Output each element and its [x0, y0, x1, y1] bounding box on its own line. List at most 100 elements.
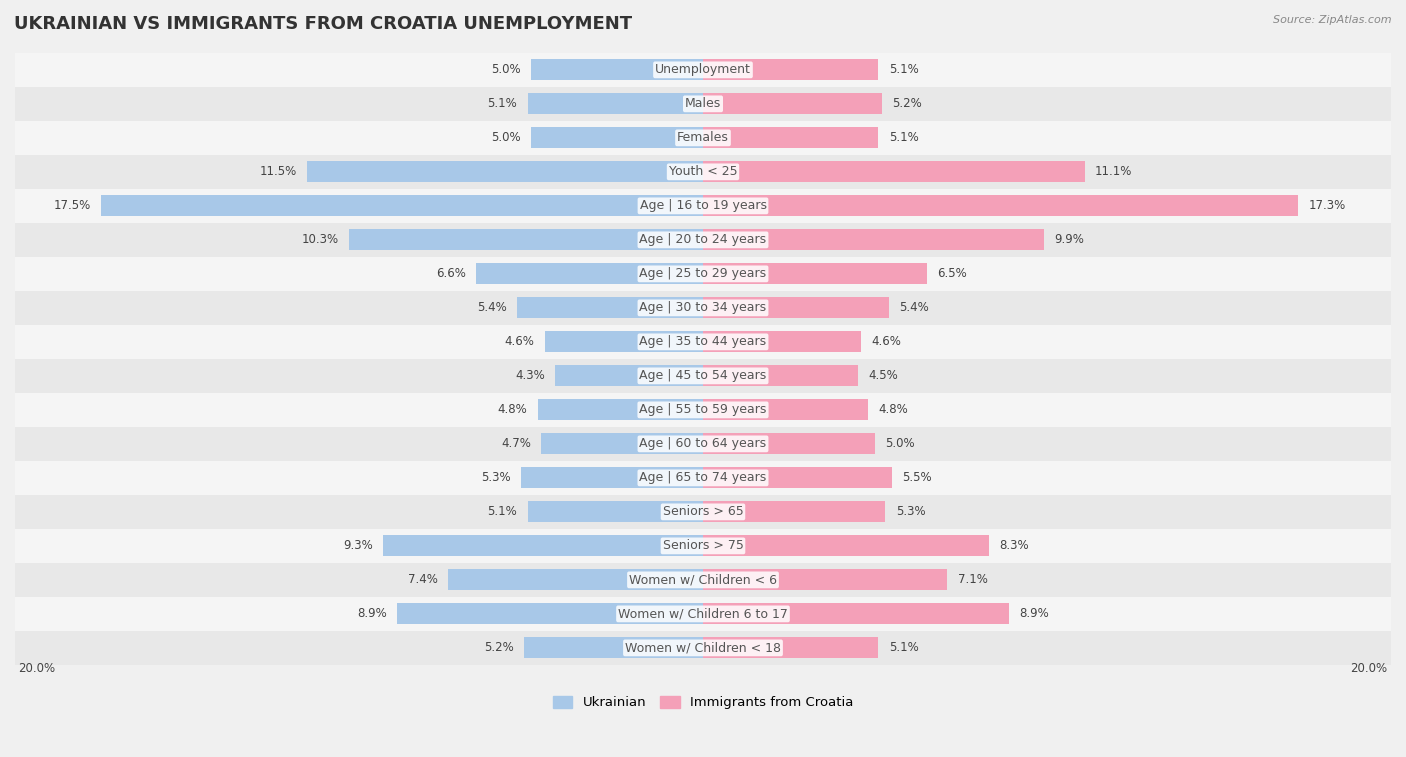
Bar — [703, 298, 889, 319]
Bar — [531, 127, 703, 148]
Text: 8.3%: 8.3% — [998, 540, 1028, 553]
Bar — [0, 121, 1406, 155]
Bar — [0, 188, 1406, 223]
Text: 4.6%: 4.6% — [505, 335, 534, 348]
Text: Seniors > 65: Seniors > 65 — [662, 506, 744, 519]
Text: Age | 55 to 59 years: Age | 55 to 59 years — [640, 403, 766, 416]
Text: Females: Females — [678, 132, 728, 145]
Text: 5.1%: 5.1% — [889, 641, 918, 654]
Text: 5.2%: 5.2% — [893, 98, 922, 111]
Bar — [0, 529, 1406, 563]
Bar — [349, 229, 703, 251]
Bar — [703, 637, 879, 659]
Text: 4.3%: 4.3% — [515, 369, 544, 382]
Bar — [0, 393, 1406, 427]
Bar — [703, 400, 868, 420]
Text: Women w/ Children < 6: Women w/ Children < 6 — [628, 573, 778, 587]
Bar — [703, 366, 858, 386]
Text: 5.4%: 5.4% — [898, 301, 929, 314]
Bar — [703, 569, 948, 590]
Text: Source: ZipAtlas.com: Source: ZipAtlas.com — [1274, 15, 1392, 25]
Bar — [703, 603, 1010, 625]
Bar — [703, 195, 1298, 217]
Bar — [0, 597, 1406, 631]
Bar — [0, 359, 1406, 393]
Text: Women w/ Children 6 to 17: Women w/ Children 6 to 17 — [619, 607, 787, 621]
Text: 20.0%: 20.0% — [1350, 662, 1388, 675]
Bar — [703, 535, 988, 556]
Text: 20.0%: 20.0% — [18, 662, 56, 675]
Legend: Ukrainian, Immigrants from Croatia: Ukrainian, Immigrants from Croatia — [547, 690, 859, 715]
Text: Age | 45 to 54 years: Age | 45 to 54 years — [640, 369, 766, 382]
Text: Age | 60 to 64 years: Age | 60 to 64 years — [640, 438, 766, 450]
Bar — [541, 433, 703, 454]
Bar — [517, 298, 703, 319]
Bar — [0, 563, 1406, 597]
Bar — [703, 59, 879, 80]
Bar — [0, 155, 1406, 188]
Bar — [0, 53, 1406, 87]
Bar — [382, 535, 703, 556]
Bar — [0, 325, 1406, 359]
Bar — [0, 631, 1406, 665]
Bar — [0, 427, 1406, 461]
Text: 17.5%: 17.5% — [53, 199, 90, 213]
Text: Youth < 25: Youth < 25 — [669, 165, 737, 179]
Text: 11.1%: 11.1% — [1095, 165, 1133, 179]
Text: 7.1%: 7.1% — [957, 573, 987, 587]
Text: 5.2%: 5.2% — [484, 641, 513, 654]
Text: 5.3%: 5.3% — [896, 506, 925, 519]
Text: 5.3%: 5.3% — [481, 472, 510, 484]
Text: 6.6%: 6.6% — [436, 267, 465, 280]
Text: 5.4%: 5.4% — [477, 301, 508, 314]
Text: Age | 30 to 34 years: Age | 30 to 34 years — [640, 301, 766, 314]
Text: 4.8%: 4.8% — [879, 403, 908, 416]
Text: Age | 25 to 29 years: Age | 25 to 29 years — [640, 267, 766, 280]
Bar — [703, 263, 927, 285]
Text: Males: Males — [685, 98, 721, 111]
Text: Age | 20 to 24 years: Age | 20 to 24 years — [640, 233, 766, 246]
Text: 10.3%: 10.3% — [301, 233, 339, 246]
Bar — [703, 127, 879, 148]
Text: 9.9%: 9.9% — [1054, 233, 1084, 246]
Bar — [308, 161, 703, 182]
Bar — [703, 229, 1043, 251]
Bar — [703, 433, 875, 454]
Bar — [0, 461, 1406, 495]
Text: 6.5%: 6.5% — [936, 267, 967, 280]
Text: 17.3%: 17.3% — [1309, 199, 1346, 213]
Bar — [703, 93, 882, 114]
Bar — [527, 93, 703, 114]
Text: 9.3%: 9.3% — [343, 540, 373, 553]
Text: 5.1%: 5.1% — [488, 98, 517, 111]
Text: UKRAINIAN VS IMMIGRANTS FROM CROATIA UNEMPLOYMENT: UKRAINIAN VS IMMIGRANTS FROM CROATIA UNE… — [14, 15, 633, 33]
Text: 5.0%: 5.0% — [491, 64, 520, 76]
Text: 7.4%: 7.4% — [408, 573, 439, 587]
Text: 4.7%: 4.7% — [501, 438, 531, 450]
Text: 5.1%: 5.1% — [488, 506, 517, 519]
Bar — [0, 223, 1406, 257]
Bar — [449, 569, 703, 590]
Bar — [531, 59, 703, 80]
Bar — [101, 195, 703, 217]
Bar — [703, 467, 893, 488]
Text: 4.5%: 4.5% — [868, 369, 898, 382]
Text: 8.9%: 8.9% — [357, 607, 387, 621]
Bar — [477, 263, 703, 285]
Text: 11.5%: 11.5% — [260, 165, 297, 179]
Text: Age | 65 to 74 years: Age | 65 to 74 years — [640, 472, 766, 484]
Bar — [0, 291, 1406, 325]
Text: 5.0%: 5.0% — [491, 132, 520, 145]
Bar — [396, 603, 703, 625]
Bar — [538, 400, 703, 420]
Text: 4.8%: 4.8% — [498, 403, 527, 416]
Text: Unemployment: Unemployment — [655, 64, 751, 76]
Text: 5.5%: 5.5% — [903, 472, 932, 484]
Text: 5.1%: 5.1% — [889, 132, 918, 145]
Text: 5.0%: 5.0% — [886, 438, 915, 450]
Bar — [524, 637, 703, 659]
Text: 4.6%: 4.6% — [872, 335, 901, 348]
Text: Age | 16 to 19 years: Age | 16 to 19 years — [640, 199, 766, 213]
Bar — [544, 332, 703, 353]
Bar — [527, 501, 703, 522]
